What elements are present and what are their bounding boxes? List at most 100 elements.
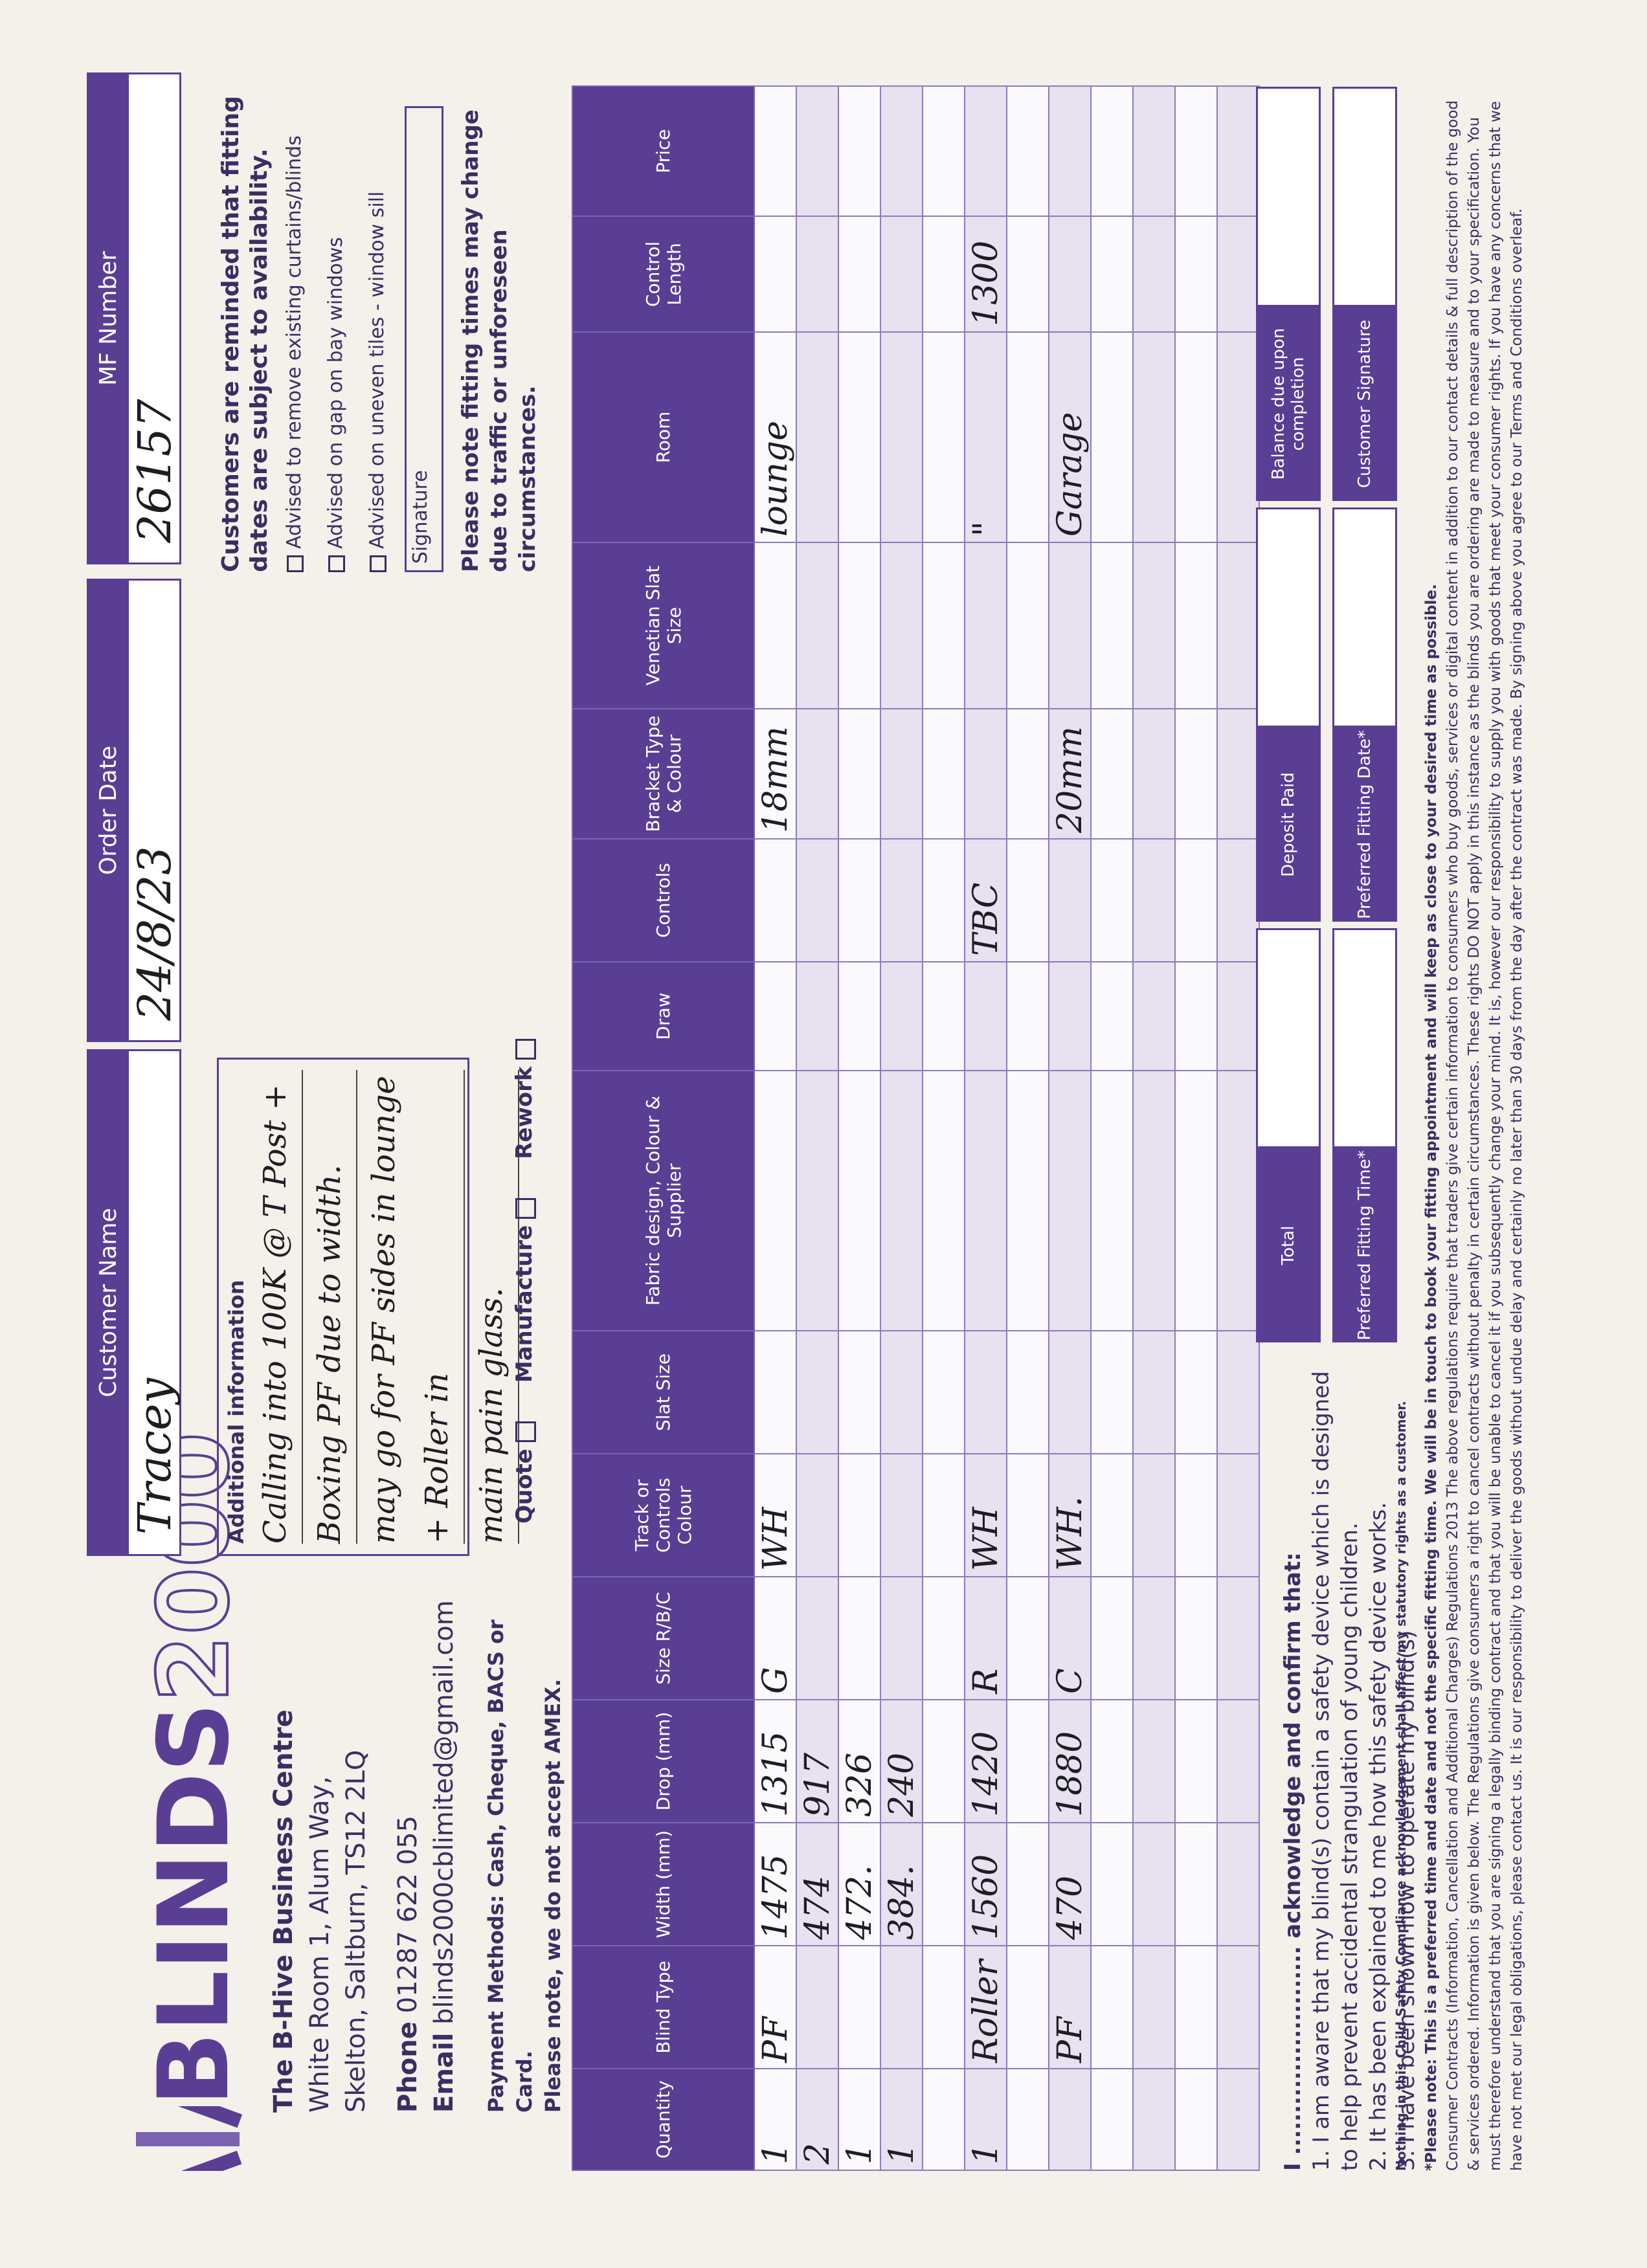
address-line: White Room 1, Alum Way, <box>305 1776 335 2113</box>
column-header: Size R/B/C <box>572 1577 754 1700</box>
cell <box>1175 2069 1217 2170</box>
cell <box>1175 332 1217 542</box>
additional-box: Additional information Calling into 100K… <box>217 1058 519 1556</box>
cell <box>1133 1331 1175 1454</box>
cell <box>1217 1700 1259 1823</box>
column-header: Controls <box>572 839 754 962</box>
cell <box>1175 1071 1217 1331</box>
cell: 917 <box>796 1700 838 1823</box>
footer: *Please note: This is a preferred time a… <box>1421 87 1528 2171</box>
cell: Roller <box>965 1946 1007 2069</box>
column-header: Room <box>572 332 754 542</box>
cell <box>754 1071 796 1331</box>
cell: 1315 <box>754 1700 796 1823</box>
cell <box>1217 216 1259 332</box>
cell <box>1007 1946 1049 2069</box>
cell <box>1007 1700 1049 1823</box>
check-label: Advised on uneven tiles - window sill <box>366 191 388 549</box>
cell <box>796 1071 838 1331</box>
column-header: Bracket Type & Colour <box>572 709 754 839</box>
table-row <box>1175 86 1217 2170</box>
cell <box>1007 86 1049 216</box>
check-row: Advised on gap on bay windows <box>315 80 357 572</box>
customer-box: Customer Name Tracey <box>87 1049 181 1556</box>
cell: G <box>754 1577 796 1700</box>
total-box: Preferred Fitting Time* <box>1332 928 1397 1342</box>
table-row <box>923 86 965 2170</box>
cell <box>796 709 838 839</box>
cell <box>838 542 880 709</box>
cell <box>880 839 923 962</box>
cell <box>838 962 880 1071</box>
table-row: 2 474 917 <box>796 86 838 2170</box>
ack-item: 2. It has been explained to me how this … <box>1365 1502 1391 2171</box>
cell <box>796 1946 838 2069</box>
cell: WH. <box>1049 1454 1091 1577</box>
cell: 240 <box>880 1700 923 1823</box>
table-row: 1 PF 1475 1315 G WH 18mm lounge <box>754 86 796 2170</box>
box-field <box>1256 928 1321 1148</box>
payment: Payment Methods: Cash, Cheque, BACS or C… <box>484 1619 537 2113</box>
footer-note: *Please note: This is a preferred time a… <box>1423 584 1440 2171</box>
table-row: 1 Roller 1560 1420 R WH TBC " 1300 <box>965 86 1007 2170</box>
total-box: Customer Signature <box>1332 87 1397 501</box>
checkbox <box>515 1421 536 1443</box>
cell <box>838 216 880 332</box>
option: Manufacture <box>511 1192 537 1383</box>
cell <box>796 1454 838 1577</box>
cell: WH <box>754 1454 796 1577</box>
cell <box>1217 709 1259 839</box>
notice: Customers are reminded that fitting date… <box>217 80 542 572</box>
cell <box>1175 1700 1217 1823</box>
cell <box>880 86 923 216</box>
cell <box>1217 1823 1259 1946</box>
cell <box>838 1577 880 1700</box>
option-label: Rework <box>511 1066 537 1159</box>
cell <box>754 839 796 962</box>
box-field <box>1256 87 1321 307</box>
checkbox <box>286 555 304 572</box>
cell <box>754 1331 796 1454</box>
check-row: Advised to remove existing curtains/blin… <box>274 80 315 572</box>
mf-box: MF Number 26157 <box>87 72 181 564</box>
column-header: Control Length <box>572 216 754 332</box>
cell <box>1217 542 1259 709</box>
cell: Garage <box>1049 332 1091 542</box>
cell <box>1175 86 1217 216</box>
table-row: 1 384. 240 <box>880 86 923 2170</box>
cell <box>1133 1577 1175 1700</box>
cell <box>1175 1577 1217 1700</box>
cell <box>1217 332 1259 542</box>
total-box: Total <box>1256 928 1321 1342</box>
cell <box>965 962 1007 1071</box>
cell <box>923 839 965 962</box>
cell <box>923 1700 965 1823</box>
email-label: Email <box>429 2032 459 2113</box>
table-row: 1 472. 326 <box>838 86 880 2170</box>
cell <box>965 709 1007 839</box>
option-label: Quote <box>511 1449 537 1524</box>
cell: PF <box>1049 1946 1091 2069</box>
cell <box>965 1331 1007 1454</box>
cell <box>1175 1946 1217 2069</box>
check-label: Advised on gap on bay windows <box>324 237 347 549</box>
checkbox <box>515 1197 536 1219</box>
cell: 1880 <box>1049 1700 1091 1823</box>
company-block: The B-Hive Business Centre White Room 1,… <box>265 1569 567 2113</box>
cell <box>838 332 880 542</box>
cell: 1300 <box>965 216 1007 332</box>
check-row: Advised on uneven tiles - window sill <box>357 80 398 572</box>
cell <box>796 1331 838 1454</box>
box-label: Balance due upon completion <box>1256 307 1321 501</box>
phone-label: Phone <box>393 2021 423 2113</box>
cell <box>1133 709 1175 839</box>
cell <box>1007 1823 1049 1946</box>
cell <box>923 1454 965 1577</box>
table-row <box>1091 86 1133 2170</box>
cell: 1560 <box>965 1823 1007 1946</box>
cell <box>1091 332 1133 542</box>
order-table: Quantity Blind Type Width (mm) Drop (mm) Siz… <box>572 85 1260 2171</box>
cell <box>1217 86 1259 216</box>
additional-line: Boxing PF due to width. <box>303 1070 357 1544</box>
